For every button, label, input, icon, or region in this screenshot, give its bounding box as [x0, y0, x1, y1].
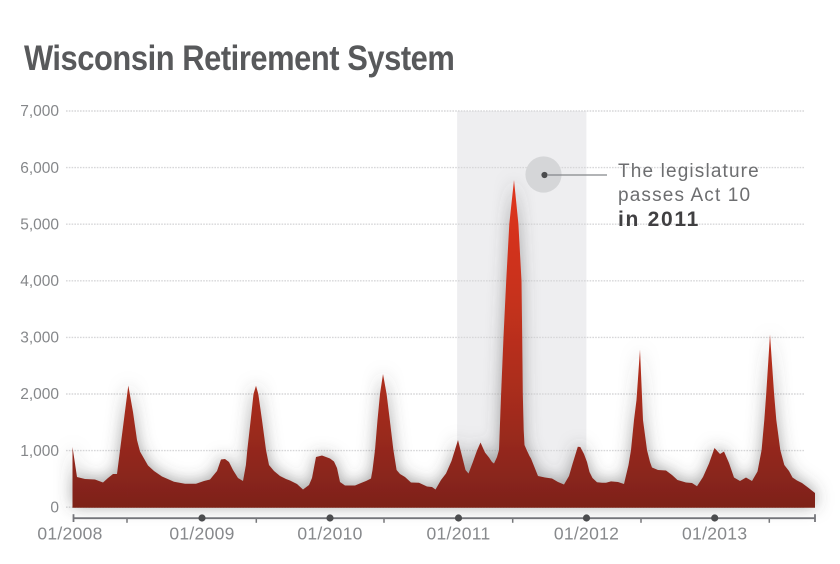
svg-text:01/2008: 01/2008: [37, 524, 102, 544]
svg-text:2,000: 2,000: [20, 386, 59, 403]
svg-text:5,000: 5,000: [20, 216, 59, 233]
svg-text:01/2010: 01/2010: [297, 524, 362, 544]
svg-text:6,000: 6,000: [20, 160, 59, 177]
svg-text:3,000: 3,000: [20, 330, 59, 347]
svg-text:1,000: 1,000: [20, 443, 59, 460]
svg-text:4,000: 4,000: [20, 273, 59, 290]
svg-text:01/2011: 01/2011: [426, 524, 490, 544]
svg-text:01/2013: 01/2013: [682, 524, 747, 544]
svg-text:7,000: 7,000: [20, 103, 59, 120]
svg-text:0: 0: [50, 499, 59, 516]
svg-text:01/2012: 01/2012: [554, 524, 619, 544]
svg-text:01/2009: 01/2009: [169, 524, 234, 544]
